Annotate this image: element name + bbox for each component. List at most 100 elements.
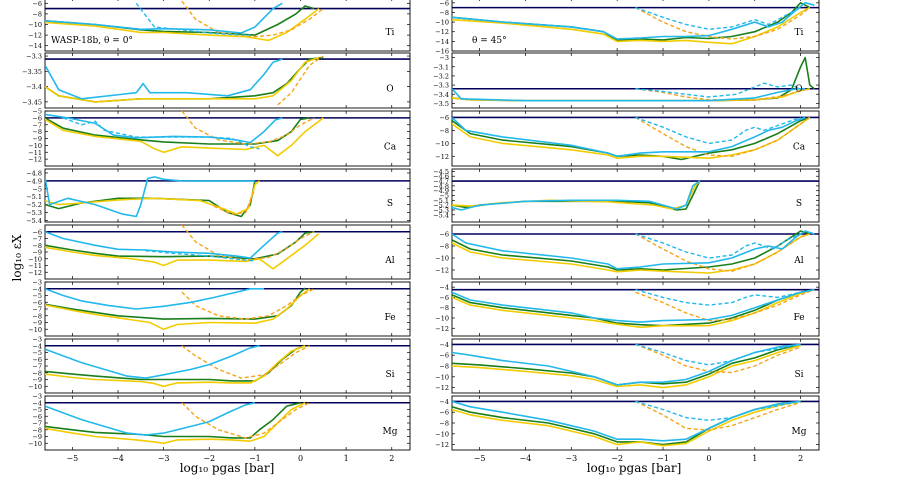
x-tick-label: 0 — [298, 454, 303, 463]
panel-s: −4.8−4.9−5−5.1−5.2−5.3−5.4 S — [26, 168, 411, 225]
series-yellow — [452, 400, 801, 447]
y-tick-label: −10 — [435, 255, 449, 263]
element-label: Ti — [795, 28, 804, 38]
panel-lines — [45, 55, 410, 106]
panel-lines — [452, 343, 819, 389]
panel-frame — [44, 52, 411, 109]
y-tick-label: −8 — [32, 128, 42, 136]
series-green — [452, 288, 815, 327]
y-tick-label: −12 — [435, 441, 449, 449]
y-tick-label: −6 — [439, 0, 449, 7]
y-tick-label: −3.1 — [433, 63, 449, 71]
y-tick-label: −3.5 — [433, 100, 449, 108]
series-green — [452, 400, 801, 446]
panel-o: −3.3 −3.35 −3.4 −3.45 O — [22, 52, 411, 109]
y-tick-label: −6 — [32, 228, 42, 236]
element-label: Ti — [386, 28, 395, 38]
y-tick-label: −4 — [439, 284, 449, 292]
panel-lines — [45, 111, 410, 157]
series-orange-dashed — [635, 6, 811, 40]
x-tick-label: −5 — [474, 454, 486, 463]
y-tick-label: −4.9 — [433, 187, 449, 195]
series-yellow — [45, 56, 320, 103]
y-tick-label: −3 — [439, 54, 449, 62]
y-tick-label: −11 — [28, 149, 42, 157]
y-tick-label: −5.2 — [433, 202, 449, 210]
series-yellow — [45, 117, 324, 157]
panel-frame — [451, 110, 820, 167]
y-tick-label: −5 — [32, 349, 42, 357]
series-yellow — [452, 288, 815, 329]
series-cyan — [452, 343, 801, 386]
series-orange-dashed — [635, 400, 801, 431]
panel-frame — [44, 281, 411, 337]
y-tick-label: −5 — [32, 292, 42, 300]
x-tick-label: 2 — [798, 454, 803, 463]
series-cyan — [45, 288, 264, 310]
y-tick-label: −8 — [439, 127, 449, 135]
x-tick-label: −1 — [657, 454, 669, 463]
y-tick-label: −7 — [32, 363, 42, 371]
series-yellow — [452, 88, 810, 102]
panel-lines — [452, 400, 819, 447]
y-tick-label: −7 — [32, 121, 42, 129]
y-tick-label: −4.8 — [26, 169, 42, 177]
element-label: Al — [793, 256, 803, 266]
panel-lines — [45, 401, 410, 445]
panel-frame — [44, 338, 411, 394]
panel-frame — [451, 224, 820, 280]
y-tick-label: −10 — [28, 142, 42, 150]
panel-ca: −5−6−7−8−9−10−11−12 Ca — [28, 108, 411, 167]
y-tick-label: −10 — [28, 21, 42, 29]
series-orange-dashed — [181, 111, 315, 145]
series-cyan — [45, 231, 283, 259]
element-label: Si — [794, 370, 803, 380]
series-cyan-dashed — [145, 250, 255, 262]
y-tick-label: −8 — [439, 243, 449, 251]
series-orange-dashed — [213, 188, 256, 215]
panel-frame — [451, 52, 820, 109]
panel-ti: −6 −8 −10−12 −14 −16 Ti θ = 45° — [435, 0, 820, 56]
y-tick-label: −9 — [32, 249, 42, 257]
y-tick-label: −10 — [28, 326, 42, 334]
panel-lines — [452, 180, 819, 211]
panel-si: −3−4−5−6−7−8−9−10 Si — [28, 336, 411, 394]
y-tick-label: −5 — [32, 185, 42, 193]
y-tick-label: −3.3 — [433, 82, 449, 90]
y-tick-label: −3.4 — [433, 91, 449, 99]
y-tick-label: −6 — [439, 294, 449, 302]
y-tick-label: −5.3 — [433, 206, 449, 214]
series-orange-dashed — [635, 233, 811, 272]
series-cyan-dashed — [635, 116, 801, 145]
series-green — [452, 343, 801, 386]
y-tick-label: −3.45 — [22, 98, 42, 106]
y-tick-label: −6 — [32, 114, 42, 122]
x-tick-label: −3 — [565, 454, 577, 463]
y-tick-label: −3 — [32, 393, 42, 401]
y-tick-label: −5.3 — [26, 209, 42, 217]
y-tick-label: −4 — [32, 342, 42, 350]
y-tick-label: −7 — [32, 420, 42, 428]
x-tick-label: −5 — [66, 454, 78, 463]
panel-lines — [45, 344, 410, 388]
series-cyan — [45, 402, 256, 436]
element-label: O — [795, 85, 802, 95]
series-cyan — [452, 230, 815, 270]
x-tick-label: 0 — [706, 454, 711, 463]
y-tick-label: −8 — [32, 242, 42, 250]
element-label: Al — [384, 256, 394, 266]
y-tick-label: −4 — [32, 285, 42, 293]
element-label: Fe — [384, 313, 395, 323]
series-green — [45, 117, 310, 145]
y-tick-label: −6 — [32, 356, 42, 364]
y-tick-label: −5.1 — [26, 193, 42, 201]
series-cyan — [45, 2, 283, 34]
panel-al: −6 −8 −10 −12 Al — [435, 224, 820, 280]
panel-lines — [452, 1, 819, 45]
series-cyan-dashed — [635, 6, 801, 30]
y-tick-label: −10 — [435, 373, 449, 381]
panel-lines — [452, 56, 819, 102]
y-tick-label: −3.4 — [26, 83, 42, 91]
